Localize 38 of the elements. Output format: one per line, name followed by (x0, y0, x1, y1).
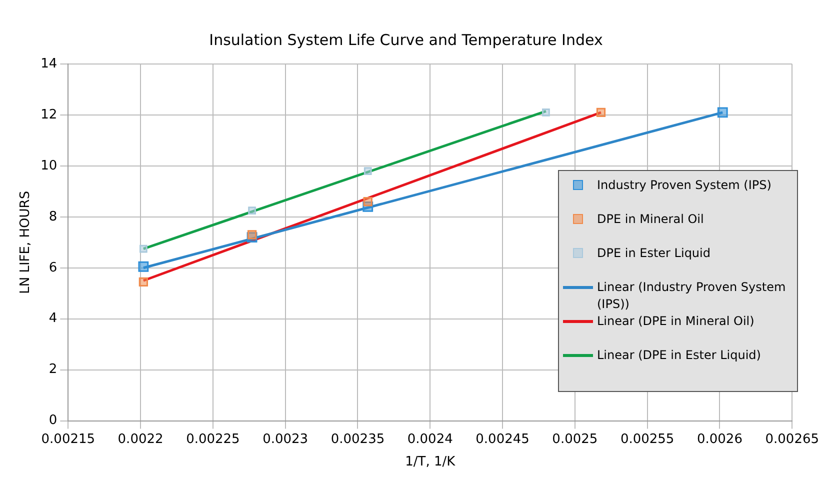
point (717, 107, 728, 118)
legend-label: Industry Proven System (IPS) (597, 177, 772, 194)
x-tick-label: 0.0022 (118, 432, 164, 447)
legend-label: Linear (DPE in Mineral Oil) (597, 313, 754, 330)
y-tick-label: 2 (48, 362, 58, 378)
point (140, 244, 148, 253)
x-axis-title: 1/T, 1/K (405, 454, 456, 470)
point (138, 261, 149, 272)
point (363, 197, 372, 206)
point (542, 108, 550, 116)
chart-title: Insulation System Life Curve and Temperature Index (209, 30, 603, 49)
legend-label: Linear (DPE in Ester Liquid) (597, 347, 761, 364)
x-tick-label: 0.00215 (41, 432, 96, 447)
y-tick-label: 6 (48, 260, 58, 276)
y-tick-label: 4 (48, 311, 58, 326)
x-tick-label: 0.00235 (330, 432, 385, 447)
legend-label: DPE in Mineral Oil (597, 211, 704, 228)
y-tick-label: 12 (40, 107, 58, 122)
y-tick-label: 14 (40, 56, 58, 72)
x-tick-label: 0.00265 (765, 432, 820, 447)
point (596, 108, 606, 117)
y-tick-label: 8 (48, 209, 58, 224)
x-tick-label: 0.00245 (476, 432, 530, 447)
y-tick-label: 10 (40, 158, 58, 174)
x-tick-label: 0.00225 (186, 432, 240, 447)
point (247, 230, 257, 240)
point (364, 167, 372, 175)
x-tick-label: 0.0024 (407, 432, 453, 447)
x-tick-label: 0.00255 (620, 432, 674, 447)
point (248, 206, 256, 214)
x-tick-label: 0.0025 (552, 432, 598, 447)
x-tick-label: 0.0026 (696, 432, 742, 447)
legend-label: Linear (Industry Proven System (IPS)) (597, 279, 787, 313)
point (138, 277, 148, 286)
y-tick-label: 0 (48, 413, 58, 428)
x-tick-label: 0.0023 (262, 432, 308, 447)
legend-label: DPE in Ester Liquid (597, 245, 710, 262)
y-axis-title: LN LIFE, HOURS (18, 190, 34, 294)
